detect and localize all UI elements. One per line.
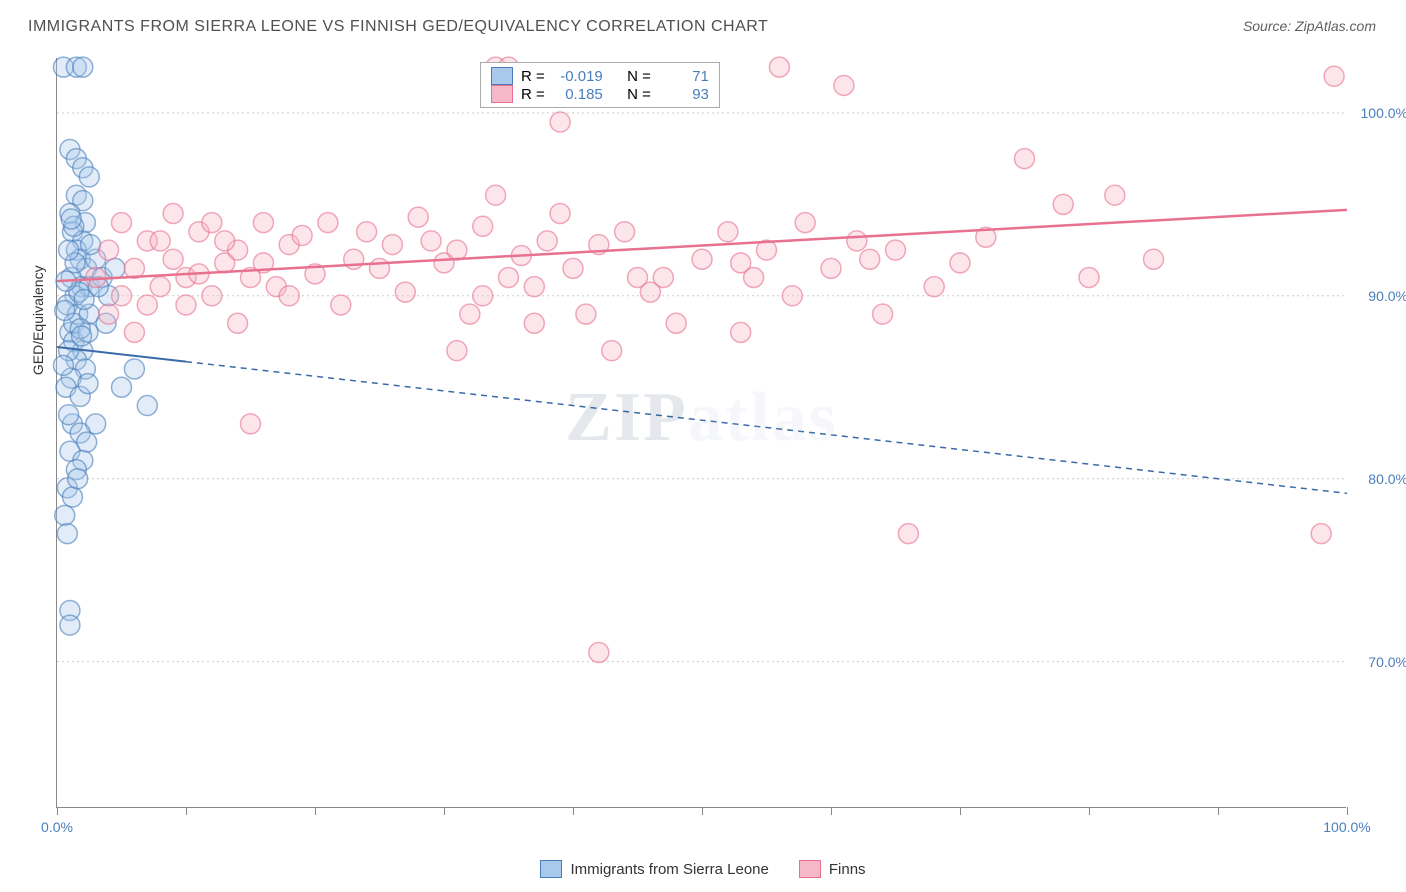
n-label: N =	[627, 68, 651, 85]
x-tick-label: 100.0%	[1323, 819, 1370, 835]
legend-stats-row-1: R = -0.019 N = 71	[491, 67, 709, 85]
r-label: R =	[521, 86, 545, 103]
swatch-sierra-leone	[491, 67, 513, 85]
x-tick-label: 0.0%	[41, 819, 73, 835]
n-label: N =	[627, 86, 651, 103]
y-tick-label: 100.0%	[1361, 105, 1406, 121]
legend-label: Finns	[829, 861, 866, 878]
scatter-chart	[57, 58, 1346, 807]
swatch-finns	[491, 85, 513, 103]
r-value-1: -0.019	[553, 68, 603, 85]
legend-series: Immigrants from Sierra Leone Finns	[0, 860, 1406, 878]
n-value-2: 93	[659, 86, 709, 103]
swatch-finns	[799, 860, 821, 878]
y-tick-label: 80.0%	[1368, 471, 1406, 487]
legend-stats-row-2: R = 0.185 N = 93	[491, 85, 709, 103]
legend-item-sierra-leone: Immigrants from Sierra Leone	[540, 860, 768, 878]
y-tick-label: 70.0%	[1368, 654, 1406, 670]
n-value-1: 71	[659, 68, 709, 85]
chart-title: IMMIGRANTS FROM SIERRA LEONE VS FINNISH …	[28, 18, 768, 36]
legend-label: Immigrants from Sierra Leone	[570, 861, 768, 878]
source-label: Source: ZipAtlas.com	[1243, 18, 1376, 34]
y-axis-title: GED/Equivalency	[30, 265, 46, 375]
plot-area: ZIPatlas 70.0%80.0%90.0%100.0% 0.0%100.0…	[56, 58, 1346, 808]
legend-item-finns: Finns	[799, 860, 866, 878]
swatch-sierra-leone	[540, 860, 562, 878]
r-value-2: 0.185	[553, 86, 603, 103]
r-label: R =	[521, 68, 545, 85]
legend-stats: R = -0.019 N = 71 R = 0.185 N = 93	[480, 62, 720, 108]
y-tick-label: 90.0%	[1368, 288, 1406, 304]
